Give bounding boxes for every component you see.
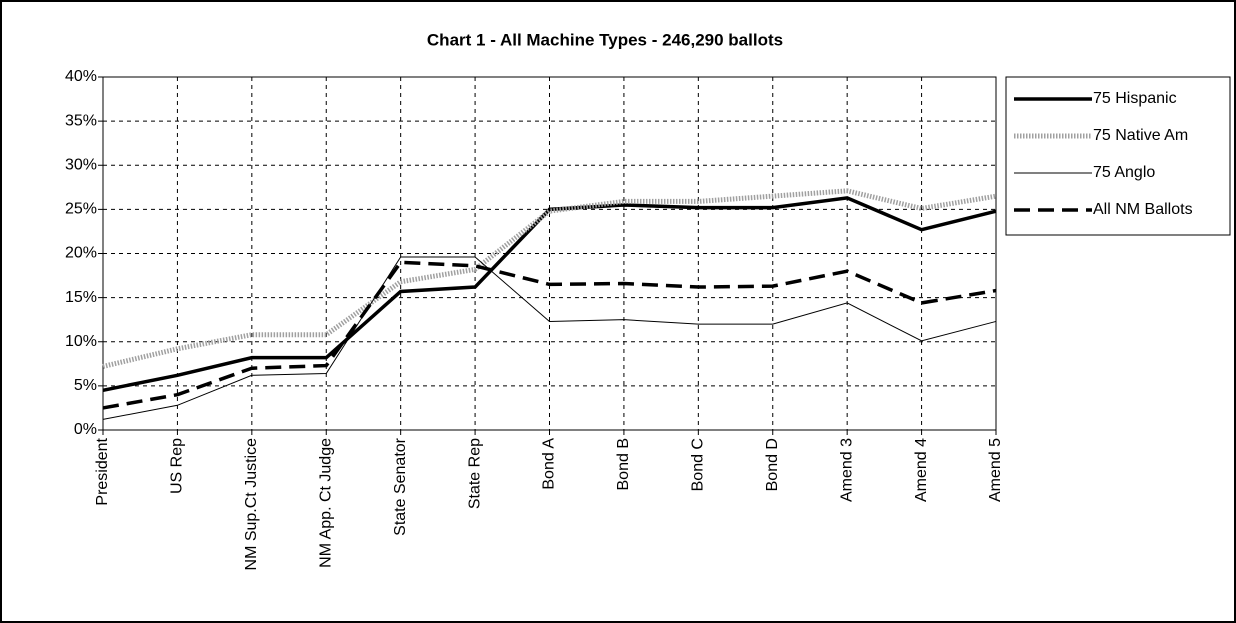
series-line [102, 188, 997, 369]
x-tick-label: State Senator [392, 437, 409, 536]
y-tick-label: 25% [65, 201, 97, 218]
chart-title: Chart 1 - All Machine Types - 246,290 ba… [427, 30, 783, 49]
legend-label: 75 Anglo [1093, 164, 1155, 181]
series-line [102, 196, 997, 393]
x-tick-label: NM Sup.Ct Justice [243, 438, 260, 571]
x-tick-label: Bond B [615, 438, 632, 490]
x-tick-label: Amend 3 [838, 438, 855, 502]
y-tick-label: 30% [65, 156, 97, 173]
legend-label: 75 Native Am [1093, 127, 1188, 144]
x-tick-label: US Rep [169, 438, 186, 494]
x-tick-label: Amend 4 [913, 438, 930, 502]
y-tick-label: 5% [74, 377, 97, 394]
legend-label: 75 Hispanic [1093, 90, 1177, 107]
y-tick-label: 20% [65, 245, 97, 262]
x-tick-label: Bond D [764, 438, 781, 491]
x-tick-label: President [94, 437, 111, 505]
y-tick-label: 35% [65, 112, 97, 129]
x-tick-label: Bond C [690, 438, 707, 491]
series-line [102, 260, 997, 410]
x-tick-label: Amend 5 [987, 438, 1004, 502]
x-tick-label: NM App. Ct Judge [317, 438, 334, 568]
y-tick-label: 0% [74, 421, 97, 438]
legend-label: All NM Ballots [1093, 201, 1193, 218]
y-tick-label: 15% [65, 289, 97, 306]
y-tick-label: 10% [65, 333, 97, 350]
series-line [102, 256, 997, 420]
x-tick-label: Bond A [541, 438, 558, 490]
x-tick-label: State Rep [466, 438, 483, 509]
y-tick-label: 40% [65, 68, 97, 85]
